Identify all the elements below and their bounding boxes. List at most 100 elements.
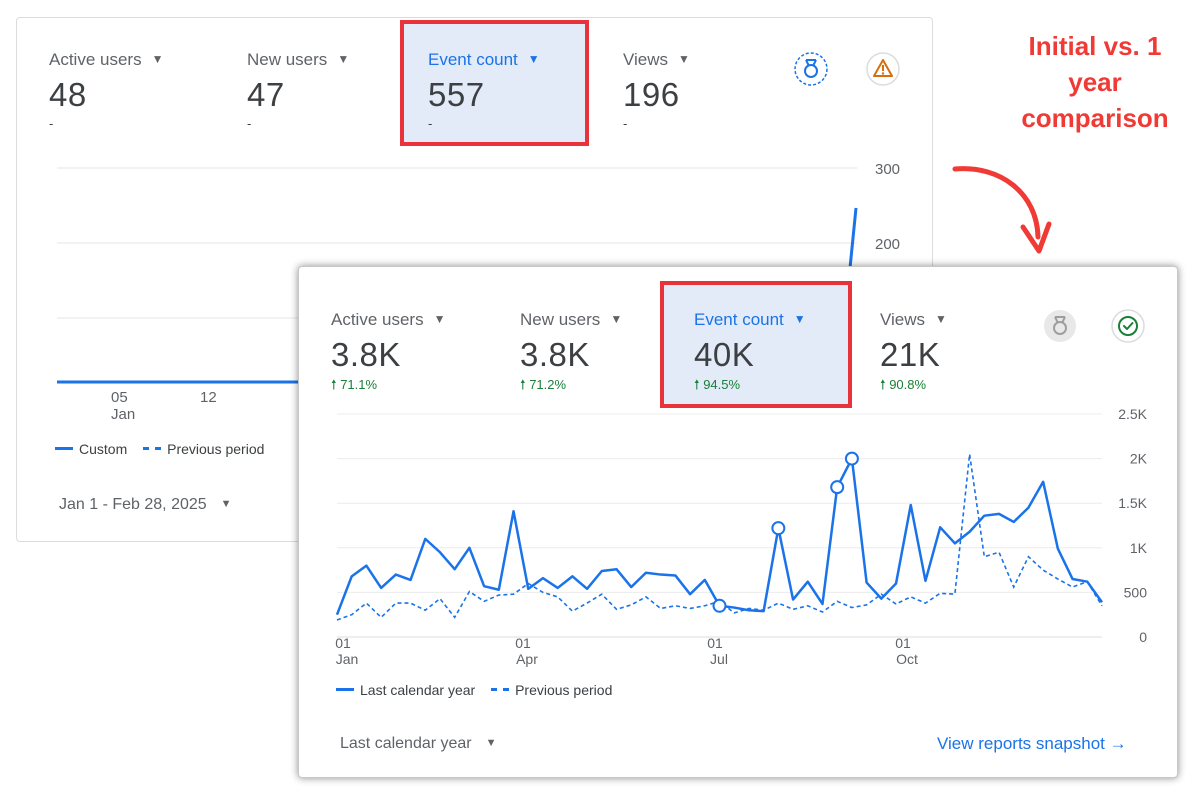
chart-legend: Custom Previous period bbox=[55, 441, 264, 457]
y-tick-label: 2K bbox=[1130, 451, 1148, 467]
legend-series-custom: Custom bbox=[79, 441, 128, 457]
dropdown-caret-icon: ▼ bbox=[337, 52, 350, 66]
x-tick-day: 01 bbox=[895, 635, 911, 651]
y-tick-label: 0 bbox=[1139, 629, 1147, 645]
data-point-marker bbox=[771, 521, 786, 536]
curved-arrow-icon bbox=[952, 166, 1052, 254]
x-tick-day: 01 bbox=[335, 635, 351, 651]
dropdown-caret-icon: ▼ bbox=[793, 312, 806, 326]
dropdown-caret-icon: ▼ bbox=[935, 312, 947, 326]
metric-change: 71.2% bbox=[529, 377, 567, 392]
metric-event-count[interactable]: Event count ▼ 557 - bbox=[428, 50, 540, 131]
metric-value: 40K bbox=[694, 336, 755, 373]
metric-label: New users bbox=[247, 50, 328, 69]
dropdown-caret-icon: ▼ bbox=[678, 52, 690, 66]
x-tick-month: Oct bbox=[896, 651, 918, 667]
date-range-selector[interactable]: Jan 1 - Feb 28, 2025 ▼ bbox=[59, 496, 232, 514]
metric-new-users[interactable]: New users ▼ 3.8K 🠕 71.2% bbox=[520, 310, 622, 398]
metric-new-users[interactable]: New users ▼ 47 - bbox=[247, 50, 349, 131]
dropdown-caret-icon: ▼ bbox=[151, 52, 164, 66]
chart-legend: Last calendar year Previous period bbox=[336, 682, 612, 698]
metric-value: 3.8K bbox=[331, 336, 401, 373]
x-tick-month: Jul bbox=[710, 651, 728, 667]
series-last-calendar-year-line bbox=[335, 457, 1104, 616]
data-point-marker bbox=[844, 451, 859, 466]
ribbon-badge-icon[interactable] bbox=[1043, 309, 1077, 343]
y-tick-label: 2.5K bbox=[1118, 407, 1147, 422]
data-point-marker bbox=[830, 480, 845, 495]
y-tick-label: 1.5K bbox=[1118, 495, 1147, 511]
metric-change: 94.5% bbox=[703, 377, 741, 392]
dropdown-caret-icon: ▼ bbox=[220, 498, 232, 510]
up-arrow-icon: 🠕 bbox=[520, 377, 526, 392]
dropdown-caret-icon: ▼ bbox=[485, 737, 497, 749]
x-tick-day: 12 bbox=[200, 389, 217, 406]
metric-label: Active users bbox=[49, 50, 142, 69]
date-range-label: Jan 1 - Feb 28, 2025 bbox=[59, 496, 207, 513]
metric-change: 90.8% bbox=[889, 377, 927, 392]
date-range-label: Last calendar year bbox=[340, 735, 472, 752]
legend-series-previous: Previous period bbox=[167, 441, 265, 457]
x-tick-month: Jan bbox=[336, 651, 359, 667]
year-analytics-card: Active users ▼ 3.8K 🠕 71.1% New users ▼ 3.… bbox=[298, 266, 1178, 778]
metric-value: 557 bbox=[428, 76, 485, 113]
metric-label: New users bbox=[520, 310, 601, 329]
metric-change: - bbox=[623, 116, 628, 131]
annotation-line: comparison bbox=[1021, 103, 1169, 133]
metric-active-users[interactable]: Active users ▼ 48 - bbox=[49, 50, 163, 131]
up-arrow-icon: 🠕 bbox=[880, 377, 886, 392]
metric-event-count[interactable]: Event count ▼ 40K 🠕 94.5% bbox=[694, 310, 806, 398]
ribbon-badge-icon[interactable] bbox=[794, 52, 828, 86]
arrow-right-icon: → bbox=[1109, 734, 1127, 753]
dropdown-caret-icon: ▼ bbox=[433, 312, 446, 326]
legend-solid-swatch bbox=[55, 447, 73, 450]
metric-label: Active users bbox=[331, 310, 424, 329]
x-tick-month: Jan bbox=[111, 406, 135, 423]
data-point-marker bbox=[712, 598, 727, 613]
metric-value: 196 bbox=[623, 76, 680, 113]
metric-views[interactable]: Views ▼ 196 - bbox=[623, 50, 690, 131]
legend-dashed-swatch bbox=[491, 688, 510, 691]
metric-change: - bbox=[247, 116, 252, 131]
legend-dashed-swatch bbox=[143, 447, 162, 450]
date-range-selector[interactable]: Last calendar year ▼ bbox=[340, 735, 497, 753]
metric-value: 47 bbox=[247, 76, 285, 113]
legend-solid-swatch bbox=[336, 688, 354, 691]
dropdown-caret-icon: ▼ bbox=[527, 52, 540, 66]
x-tick-day: 05 bbox=[111, 389, 128, 406]
event-count-highlight-box bbox=[660, 281, 852, 408]
y-tick-label: 300 bbox=[875, 161, 900, 178]
view-reports-snapshot-link[interactable]: View reports snapshot → bbox=[937, 734, 1127, 754]
warning-triangle-icon[interactable] bbox=[866, 52, 900, 86]
metric-change: 71.1% bbox=[340, 377, 378, 392]
metric-value: 3.8K bbox=[520, 336, 590, 373]
y-tick-label: 1K bbox=[1130, 540, 1148, 556]
metric-change: - bbox=[49, 116, 54, 131]
series-previous-period-line bbox=[336, 454, 1103, 621]
legend-series-last-year: Last calendar year bbox=[360, 682, 476, 698]
annotation-line: year bbox=[1068, 67, 1122, 97]
x-tick-day: 01 bbox=[515, 635, 531, 651]
x-tick-day: 01 bbox=[707, 635, 723, 651]
metric-change: - bbox=[428, 116, 433, 131]
up-arrow-icon: 🠕 bbox=[694, 377, 700, 392]
event-count-highlight-box bbox=[400, 20, 589, 146]
dropdown-caret-icon: ▼ bbox=[610, 312, 623, 326]
metric-views[interactable]: Views ▼ 21K 🠕 90.8% bbox=[880, 310, 947, 398]
comparison-annotation: Initial vs. 1 year comparison bbox=[1000, 28, 1190, 136]
metric-label: Event count bbox=[428, 50, 518, 69]
up-arrow-icon: 🠕 bbox=[331, 377, 337, 392]
link-label: View reports snapshot bbox=[937, 734, 1105, 753]
legend-series-previous: Previous period bbox=[515, 682, 613, 698]
metric-value: 48 bbox=[49, 76, 87, 113]
metric-active-users[interactable]: Active users ▼ 3.8K 🠕 71.1% bbox=[331, 310, 445, 398]
check-circle-icon[interactable] bbox=[1111, 309, 1145, 343]
annotation-line: Initial vs. 1 bbox=[1028, 31, 1162, 61]
y-tick-label: 200 bbox=[875, 236, 900, 253]
metric-label: Views bbox=[880, 310, 926, 329]
y-tick-label: 500 bbox=[1124, 584, 1148, 600]
metric-label: Event count bbox=[694, 310, 784, 329]
metric-value: 21K bbox=[880, 336, 941, 373]
metric-label: Views bbox=[623, 50, 669, 69]
